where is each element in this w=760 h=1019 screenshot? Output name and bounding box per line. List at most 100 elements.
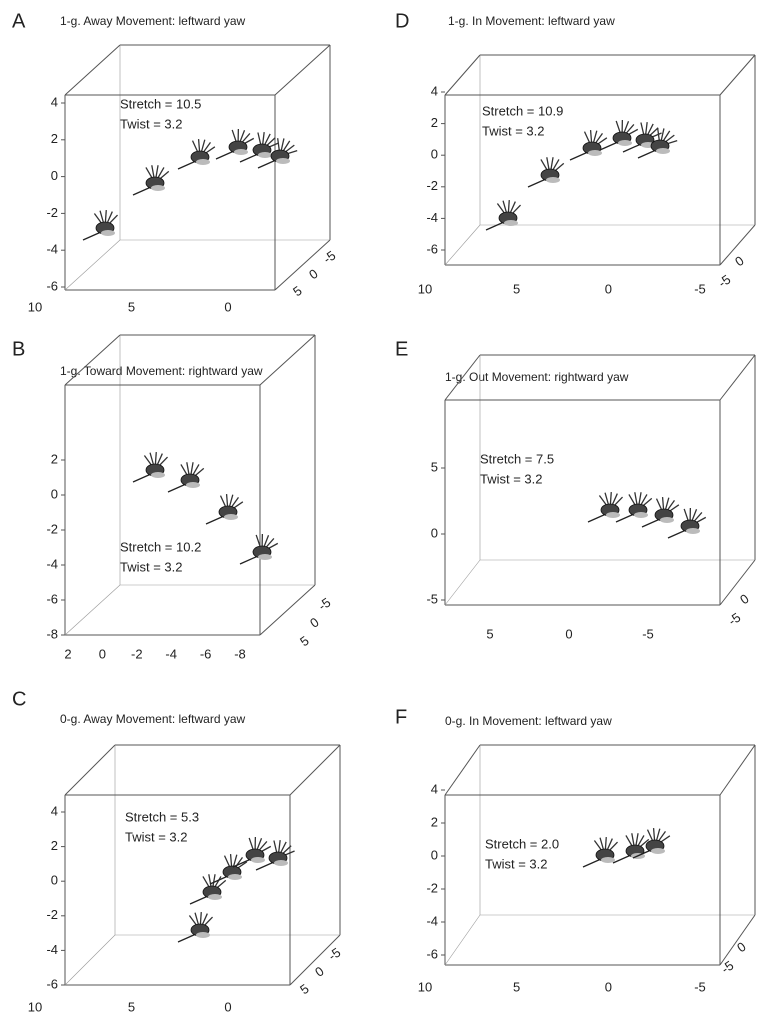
glyph-face [208, 894, 222, 900]
z-tick-label: 0 [431, 147, 438, 162]
y-tick-label: 0 [734, 939, 749, 955]
edge [240, 556, 258, 564]
x-tick-label: 5 [128, 999, 135, 1014]
panel-letter: B [12, 338, 25, 360]
annotation: Twist = 3.2 [120, 116, 183, 131]
edge [445, 225, 480, 265]
glyph [600, 120, 638, 150]
edge [600, 142, 618, 150]
z-tick-label: 4 [51, 803, 58, 818]
glyph [178, 912, 213, 942]
edge [588, 514, 606, 522]
glyph [613, 833, 649, 863]
x-tick-label: 0 [605, 281, 612, 296]
panel-title: 0-g. In Movement: leftward yaw [445, 714, 612, 728]
edge [613, 855, 631, 863]
x-tick-label: 0 [224, 999, 231, 1014]
x-tick-label: 5 [513, 979, 520, 994]
panel-letter: A [12, 10, 26, 32]
glyph [83, 210, 118, 240]
glyph-face [601, 857, 615, 863]
edge [190, 896, 208, 904]
z-tick-label: 2 [51, 131, 58, 146]
z-tick-label: -4 [46, 556, 58, 571]
edge [65, 935, 115, 985]
panel-title: 1-g. In Movement: leftward yaw [448, 14, 615, 28]
panel: E1-g. Out Movement: rightward yaw50-550-… [395, 338, 755, 641]
glyph-face [228, 874, 242, 880]
glyph-face [634, 512, 648, 518]
z-tick-label: -6 [46, 278, 58, 293]
z-tick-label: -6 [426, 946, 438, 961]
glyph [668, 508, 706, 538]
annotation: Stretch = 5.3 [125, 809, 199, 824]
edge [133, 187, 151, 195]
glyph-face [651, 848, 665, 854]
z-tick-label: 0 [431, 525, 438, 540]
glyph-face [101, 230, 115, 236]
edge [720, 355, 755, 400]
glyph [528, 157, 564, 187]
glyph [133, 452, 168, 482]
glyph [240, 534, 278, 564]
z-tick-label: -2 [46, 907, 58, 922]
y-tick-label: 5 [297, 633, 312, 649]
panel-title: 0-g. Away Movement: leftward yaw [60, 712, 246, 726]
annotation: Stretch = 10.5 [120, 96, 201, 111]
glyph-face [258, 152, 272, 158]
z-tick-label: 0 [51, 873, 58, 888]
glyph [168, 462, 204, 492]
annotation: Stretch = 10.2 [120, 539, 201, 554]
x-tick-label: -2 [131, 646, 143, 661]
z-tick-label: 4 [51, 94, 58, 109]
glyph [133, 165, 169, 195]
edge [65, 585, 120, 635]
edge [83, 232, 101, 240]
edge [133, 474, 151, 482]
edge [178, 161, 196, 169]
y-tick-label: -5 [320, 248, 338, 267]
panel-letter: D [395, 10, 409, 32]
glyph-face [504, 220, 518, 226]
glyph [616, 492, 652, 522]
panel-letter: E [395, 338, 408, 360]
panel-letter: C [12, 688, 26, 710]
glyph-face [606, 512, 620, 518]
edge [65, 745, 115, 795]
glyph [210, 854, 247, 884]
edge [260, 585, 315, 635]
x-tick-label: -5 [694, 979, 706, 994]
edge [445, 560, 480, 605]
z-tick-label: -4 [46, 242, 58, 257]
panel: B1-g. Toward Movement: rightward yaw20-2… [12, 335, 333, 661]
z-tick-label: -4 [426, 210, 438, 225]
edge [583, 859, 601, 867]
y-tick-label: 5 [290, 283, 305, 299]
edge [240, 154, 258, 162]
annotation: Twist = 3.2 [482, 123, 545, 138]
edge [256, 862, 274, 870]
z-tick-label: 2 [51, 451, 58, 466]
z-tick-label: 4 [431, 83, 438, 98]
glyph-face [546, 177, 560, 183]
edge [206, 516, 224, 524]
edge [528, 179, 546, 187]
y-tick-label: 0 [312, 963, 327, 979]
x-tick-label: 10 [418, 979, 432, 994]
edge [168, 484, 186, 492]
y-tick-label: -5 [718, 958, 736, 977]
glyph-face [618, 140, 632, 146]
z-tick-label: 2 [431, 814, 438, 829]
glyph [583, 837, 618, 867]
glyph [216, 129, 254, 159]
annotation: Twist = 3.2 [120, 559, 183, 574]
z-tick-label: 2 [51, 838, 58, 853]
x-tick-label: -5 [642, 626, 654, 641]
edge [65, 240, 120, 290]
annotation: Stretch = 10.9 [482, 103, 563, 118]
z-tick-label: 5 [431, 459, 438, 474]
panel-letter: F [395, 706, 407, 728]
edge [720, 55, 755, 95]
